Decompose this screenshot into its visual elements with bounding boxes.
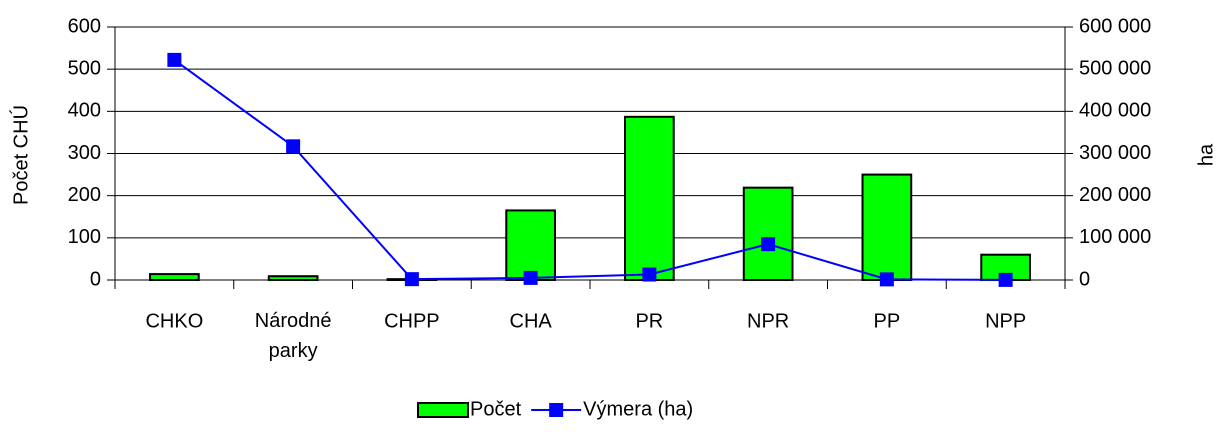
x-tick-label: CHPP — [384, 310, 440, 332]
y-tick-label: 0 — [90, 268, 101, 290]
legend-marker — [549, 403, 564, 417]
y2-axis-title: ha — [1195, 143, 1217, 166]
line-marker — [642, 267, 657, 282]
line-marker — [761, 237, 776, 252]
y2-tick-label: 200 000 — [1079, 184, 1151, 206]
legend-label: Počet — [470, 398, 522, 420]
y2-tick-label: 100 000 — [1079, 226, 1151, 248]
line-marker — [523, 270, 538, 285]
y2-tick-label: 500 000 — [1079, 57, 1151, 79]
y2-tick-label: 400 000 — [1079, 100, 1151, 122]
x-tick-label: NPR — [747, 310, 789, 332]
line-marker — [167, 52, 182, 67]
line-marker — [879, 272, 894, 287]
y-tick-label: 100 — [68, 226, 101, 248]
y2-tick-label: 300 000 — [1079, 142, 1151, 164]
bar — [861, 173, 913, 281]
y-tick-label: 200 — [68, 184, 101, 206]
x-tick-label: PP — [874, 310, 901, 332]
legend-swatch — [417, 402, 469, 418]
bar — [742, 186, 794, 281]
x-tick-label: Národné parky — [255, 310, 332, 362]
x-tick-label: CHKO — [145, 310, 203, 332]
y-tick-label: 600 — [68, 15, 101, 37]
y-axis-title: Počet CHÚ — [9, 105, 32, 205]
line-marker — [286, 139, 301, 154]
x-tick-label: NPP — [985, 310, 1026, 332]
bar — [149, 273, 200, 282]
bar — [267, 275, 319, 281]
y-tick-label: 500 — [68, 57, 101, 79]
line — [173, 59, 1006, 281]
bar — [505, 209, 556, 281]
y-tick-label: 400 — [68, 100, 101, 122]
x-tick-label: PR — [635, 310, 663, 332]
y-tick-label: 300 — [68, 142, 101, 164]
bar — [624, 115, 675, 281]
x-tick-label: CHA — [510, 310, 553, 332]
y2-tick-label: 600 000 — [1079, 15, 1151, 37]
y2-tick-label: 0 — [1079, 268, 1090, 290]
line-marker — [404, 272, 419, 287]
legend-label: Výmera (ha) — [583, 398, 693, 420]
line-marker — [998, 272, 1013, 287]
